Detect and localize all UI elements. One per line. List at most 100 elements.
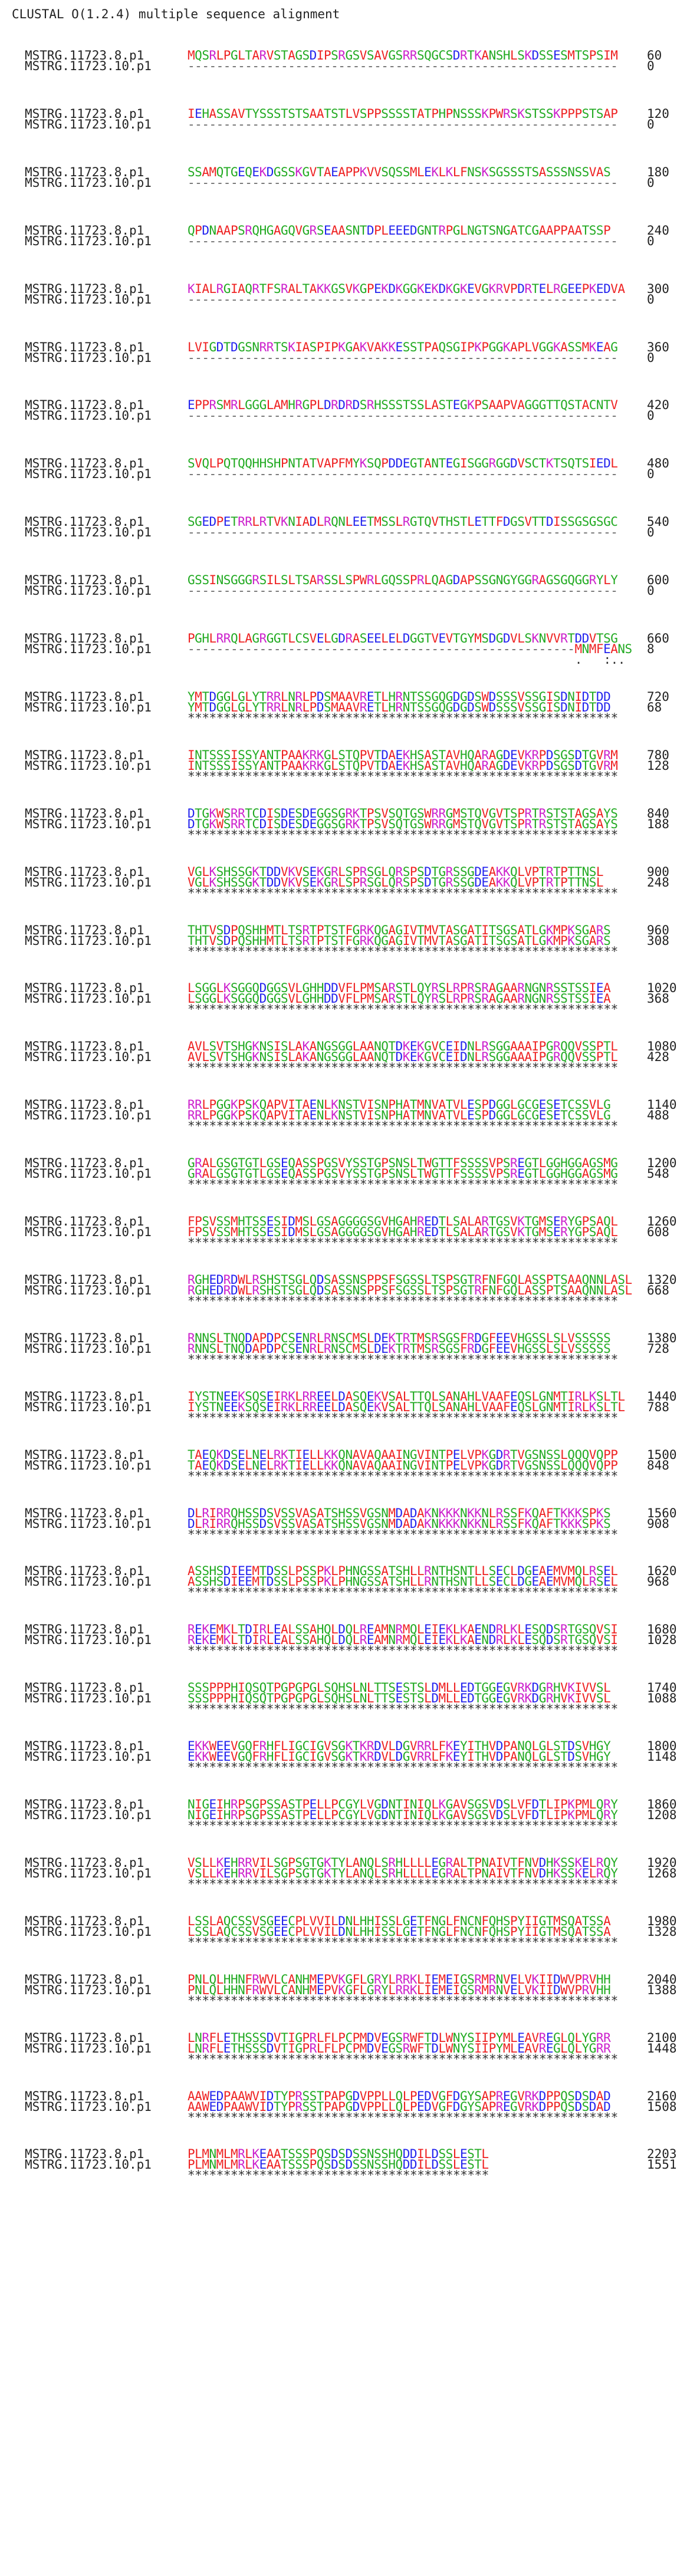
sequence-name: MSTRG.11723.8.p1 xyxy=(25,1389,144,1404)
sequence-name: MSTRG.11723.8.p1 xyxy=(25,1797,144,1811)
sequence-residues: IYSTNEEKSQSEIRKLRREELDASQEKVSALTTQLSANAH… xyxy=(188,1400,625,1414)
residue-count: 1740 xyxy=(647,1681,677,1695)
sequence-name: MSTRG.11723.10.p1 xyxy=(25,2100,152,2114)
sequence-residues: KIALRGIAQRTFSRALTAKKGSVKGPEKDKGGKEKDKGKE… xyxy=(188,282,625,296)
sequence-residues: VSLLKEHRRVILSGPSGTGKTYLANQLSRHLLLLEGRALT… xyxy=(188,1866,618,1880)
sequence-name: MSTRG.11723.8.p1 xyxy=(25,282,144,296)
sequence-name: MSTRG.11723.10.p1 xyxy=(25,1691,152,1705)
residue-count: 608 xyxy=(647,1225,669,1239)
residue-count: 1680 xyxy=(647,1622,677,1636)
sequence-name: MSTRG.11723.8.p1 xyxy=(25,223,144,238)
residue-count: 308 xyxy=(647,934,669,948)
conservation-line xyxy=(188,536,618,550)
sequence-name: MSTRG.11723.10.p1 xyxy=(25,1458,152,1473)
conservation-line: ****************************************… xyxy=(188,1877,618,1891)
sequence-residues: THTVSDPQSHHMTLTSRTPTSTFGRKQGAGIVTMVTASGA… xyxy=(188,934,611,948)
residue-count: 240 xyxy=(647,223,669,238)
sequence-residues: EKKWEEVGQFRHFLIGCIGVSGKTKRDVLDGVRRLFKEYI… xyxy=(188,1739,611,1753)
residue-count: 0 xyxy=(647,525,655,539)
residue-count: 960 xyxy=(647,923,669,937)
residue-count: 1500 xyxy=(647,1448,677,1462)
sequence-residues: ----------------------------------------… xyxy=(188,409,618,423)
residue-count: 900 xyxy=(647,865,669,879)
conservation-line: ****************************************… xyxy=(188,1643,618,1658)
residue-count: 188 xyxy=(647,817,669,831)
conservation-line: ****************************************… xyxy=(188,1527,618,1541)
residue-count: 968 xyxy=(647,1574,669,1589)
residue-count: 248 xyxy=(647,875,669,890)
sequence-name: MSTRG.11723.8.p1 xyxy=(25,1564,144,1578)
sequence-residues: ASSHSDIEEMTDSSLPSSPKLPHNGSSATSHLLRNTHSNT… xyxy=(188,1574,618,1589)
conservation-line xyxy=(188,70,618,84)
sequence-residues: SGEDPETRRLRTVKNIADLRQNLEETMSSLRGTQVTHSTL… xyxy=(188,515,618,529)
sequence-name: MSTRG.11723.10.p1 xyxy=(25,234,152,248)
residue-count: 788 xyxy=(647,1400,669,1414)
sequence-residues: PNLQLHHNFRWVLCANHMEPVKGFLGRYLRRKLIEMEIGS… xyxy=(188,1972,611,1987)
sequence-name: MSTRG.11723.10.p1 xyxy=(25,1574,152,1589)
residue-count: 1088 xyxy=(647,1691,677,1705)
residue-count: 0 xyxy=(647,584,655,598)
residue-count: 1800 xyxy=(647,1739,677,1753)
sequence-name: MSTRG.11723.8.p1 xyxy=(25,1506,144,1520)
residue-count: 1140 xyxy=(647,1098,677,1112)
conservation-line: ****************************************… xyxy=(188,1294,618,1308)
sequence-residues: PGHLRRQLAGRGGTLCSVELGDRASEELELDGGTVEVTGY… xyxy=(188,631,618,645)
sequence-name: MSTRG.11723.8.p1 xyxy=(25,1331,144,1345)
sequence-name: MSTRG.11723.10.p1 xyxy=(25,1925,152,1939)
sequence-name: MSTRG.11723.10.p1 xyxy=(25,409,152,423)
sequence-residues: DLRIRRQHSSDSVSSVASATSHSSVGSNMDADAKNKKKNK… xyxy=(188,1517,611,1531)
sequence-name: MSTRG.11723.10.p1 xyxy=(25,351,152,365)
sequence-residues: INTSSSISSYANTPAAKRKGLSTQPVTDAEKHSASTAVHQ… xyxy=(188,748,618,762)
sequence-name: MSTRG.11723.10.p1 xyxy=(25,759,152,773)
conservation-line: ****************************************… xyxy=(188,769,618,783)
residue-count: 120 xyxy=(647,107,669,121)
sequence-residues: RGHEDRDWLRSHSTSGLQDSASSNSPPSFSGSSLTSPSGT… xyxy=(188,1283,632,1297)
sequence-residues: SSAMQTGEQEKDGSSKGVTAEAPPKVVSQSSMLEKLKLFN… xyxy=(188,165,611,179)
sequence-name: MSTRG.11723.8.p1 xyxy=(25,981,144,995)
sequence-residues: DTGKWSRRTCDISDESDEGGSGRKTPSVSQTGSWRRGMST… xyxy=(188,817,618,831)
residue-count: 360 xyxy=(647,340,669,354)
sequence-residues: RRLPGGKPSKQAPVITAENLKNSTVISNPHATMNVATVLE… xyxy=(188,1098,611,1112)
conservation-line: ****************************************… xyxy=(188,711,618,725)
sequence-residues: TAEQKDSELNELRKTIELLKKQNAVAQAAINGVINTPELV… xyxy=(188,1448,618,1462)
sequence-name: MSTRG.11723.8.p1 xyxy=(25,1739,144,1753)
residue-count: 1980 xyxy=(647,1914,677,1928)
sequence-residues: LSGGLKSGGQDGGSVLGHHDDVFLPMSARSTLQYRSLRPR… xyxy=(188,981,611,995)
conservation-line xyxy=(188,128,618,142)
sequence-name: MSTRG.11723.8.p1 xyxy=(25,1273,144,1287)
residue-count: 668 xyxy=(647,1283,669,1297)
residue-count: 1020 xyxy=(647,981,677,995)
conservation-line xyxy=(188,477,618,492)
sequence-residues: LSGGLKSGGQDGGSVLGHHDDVFLPMSARSTLQYRSLRPR… xyxy=(188,991,611,1006)
sequence-name: MSTRG.11723.10.p1 xyxy=(25,1750,152,1764)
sequence-residues: GSSINSGGGRSILSLTSARSSLSPWRLGQSSPRLQAGDAP… xyxy=(188,573,618,587)
sequence-residues: DTGKWSRRTCDISDESDEGGSGRKTPSVSQTGSWRRGMST… xyxy=(188,806,618,821)
sequence-residues: ----------------------------------------… xyxy=(188,117,618,131)
residue-count: 2203 xyxy=(647,2147,677,2161)
sequence-residues: ----------------------------------------… xyxy=(188,176,618,190)
conservation-line: ****************************************… xyxy=(188,1119,618,1133)
residue-count: 180 xyxy=(647,165,669,179)
sequence-name: MSTRG.11723.8.p1 xyxy=(25,398,144,412)
sequence-residues: NIGEIHRPSGPSSASTPELLPCGYLVGDNTINIQLKGAVS… xyxy=(188,1797,618,1811)
sequence-residues: ----------------------------------------… xyxy=(188,351,618,365)
residue-count: 0 xyxy=(647,234,655,248)
residue-count: 60 xyxy=(647,48,662,62)
residue-count: 68 xyxy=(647,700,662,714)
conservation-line: ****************************************… xyxy=(188,1469,618,1483)
residue-count: 1080 xyxy=(647,1039,677,1053)
sequence-residues: RNNSLTNQDAPDPCSENRLRNSCMSLDEKTRTMSRSGSFR… xyxy=(188,1331,611,1345)
sequence-name: MSTRG.11723.8.p1 xyxy=(25,1039,144,1053)
sequence-name: MSTRG.11723.10.p1 xyxy=(25,1225,152,1239)
sequence-name: MSTRG.11723.10.p1 xyxy=(25,1400,152,1414)
sequence-residues: ----------------------------------------… xyxy=(188,525,618,539)
alignment-header: CLUSTAL O(1.2.4) multiple sequence align… xyxy=(12,7,340,21)
sequence-residues: LVIGDTDGSNRRTSKIASPIPKGAKVAKKESSTPAQSGIP… xyxy=(188,340,618,354)
residue-count: 908 xyxy=(647,1517,669,1531)
residue-count: 0 xyxy=(647,59,655,73)
sequence-name: MSTRG.11723.8.p1 xyxy=(25,631,144,645)
sequence-name: MSTRG.11723.8.p1 xyxy=(25,340,144,354)
sequence-residues: GRALGSGTGTLGSEQASSPGSVYSSTGPSNSLTWGTTFSS… xyxy=(188,1156,618,1170)
sequence-name: MSTRG.11723.8.p1 xyxy=(25,2089,144,2103)
sequence-residues: DLRIRRQHSSDSVSSVASATSHSSVGSNMDADAKNKKKNK… xyxy=(188,1506,611,1520)
